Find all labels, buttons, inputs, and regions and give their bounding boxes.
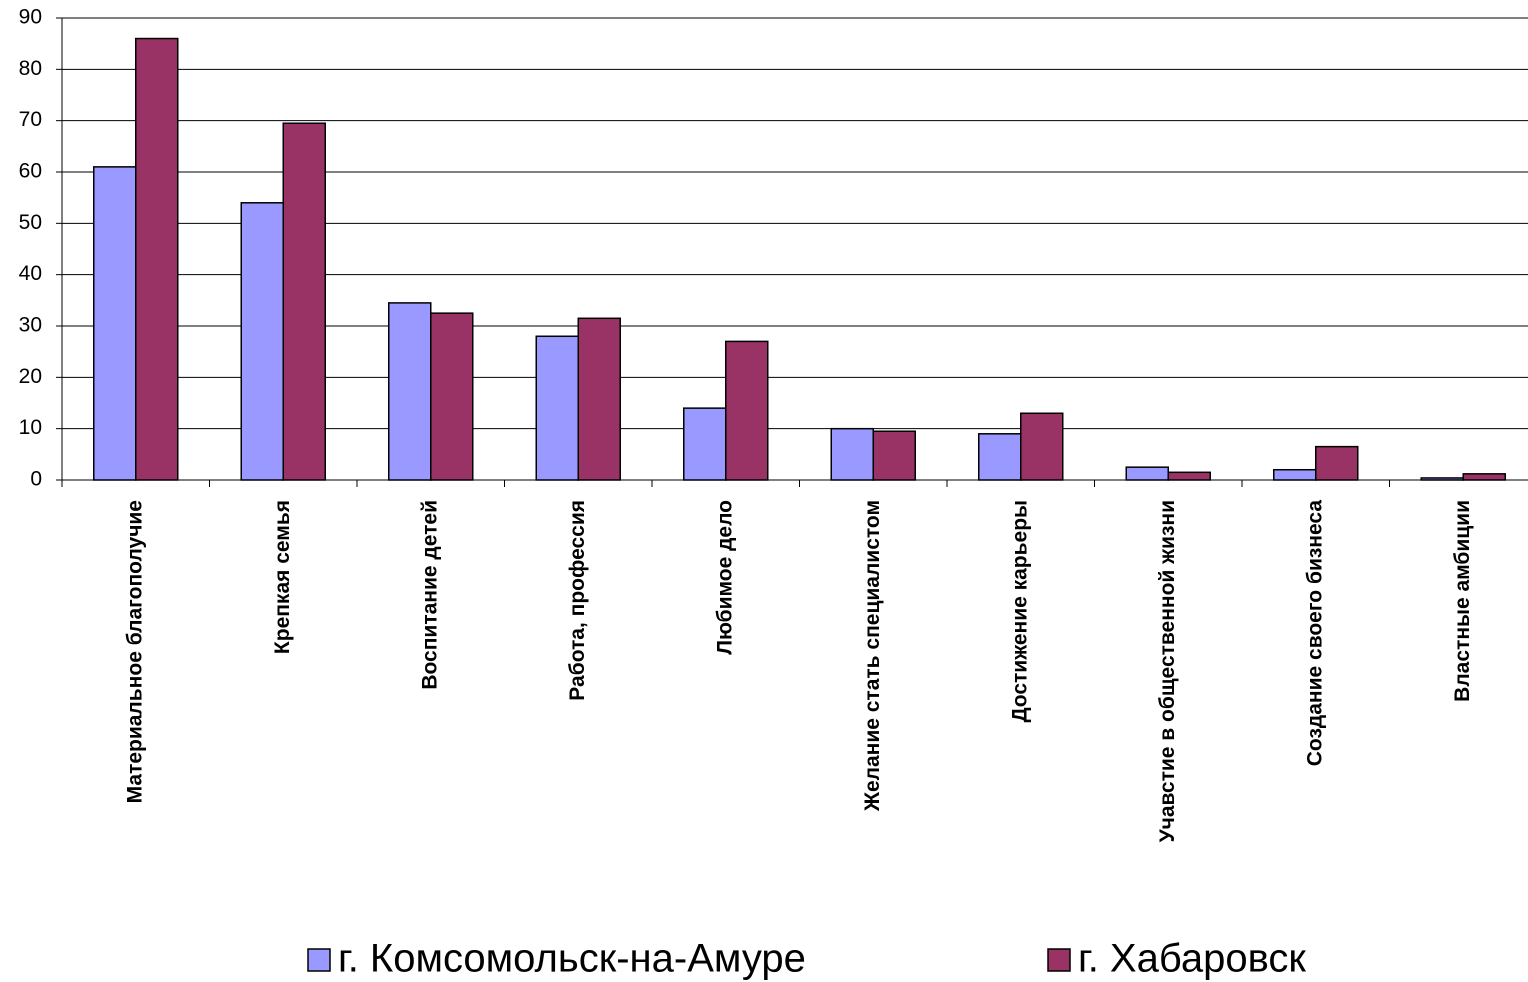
x-tick-label: Любимое дело <box>713 500 736 655</box>
x-tick-label: Властные амбиции <box>1451 500 1474 702</box>
bar <box>1167 471 1211 481</box>
x-tick-label: Материальное благополучие <box>123 500 146 803</box>
legend-swatch <box>307 948 331 972</box>
x-tick-label: Создание своего бизнеса <box>1303 500 1326 767</box>
y-tick-label: 20 <box>19 365 42 388</box>
y-tick-label: 10 <box>19 416 42 439</box>
legend-label: г. Комсомольск-на-Амуре <box>338 937 806 981</box>
y-tick-label: 50 <box>19 211 42 234</box>
bar <box>240 202 284 481</box>
bar <box>1462 473 1506 481</box>
legend-swatch <box>1047 948 1071 972</box>
y-tick-label: 80 <box>19 57 42 80</box>
bar <box>93 166 137 481</box>
x-tick-label: Крепкая семья <box>271 500 294 654</box>
bar <box>725 340 769 481</box>
bar <box>872 430 916 481</box>
bar <box>282 122 326 481</box>
y-tick-label: 90 <box>19 6 42 29</box>
x-tick-label: Воспитание детей <box>418 500 441 690</box>
y-tick-label: 70 <box>19 108 42 131</box>
x-tick-label: Учавстие в общественной жизни <box>1156 500 1179 842</box>
bar <box>535 335 579 481</box>
x-tick-label: Работа, профессия <box>566 500 589 701</box>
bar <box>135 37 179 481</box>
bar <box>1020 412 1064 481</box>
bar <box>1125 466 1169 481</box>
bar <box>1273 468 1317 481</box>
y-tick-label: 60 <box>19 160 42 183</box>
x-tick-label: Достижение карьеры <box>1008 500 1031 722</box>
y-tick-label: 30 <box>19 314 42 337</box>
bar <box>388 302 432 481</box>
bar <box>430 312 474 481</box>
legend-label: г. Хабаровск <box>1078 937 1306 981</box>
bar <box>978 433 1022 481</box>
x-tick-label: Желание стать специалистом <box>861 500 884 812</box>
bar <box>830 427 874 481</box>
bar <box>577 317 621 481</box>
y-tick-label: 0 <box>30 468 42 491</box>
bar <box>683 407 727 481</box>
bar <box>1315 445 1359 481</box>
y-tick-label: 40 <box>19 262 42 285</box>
